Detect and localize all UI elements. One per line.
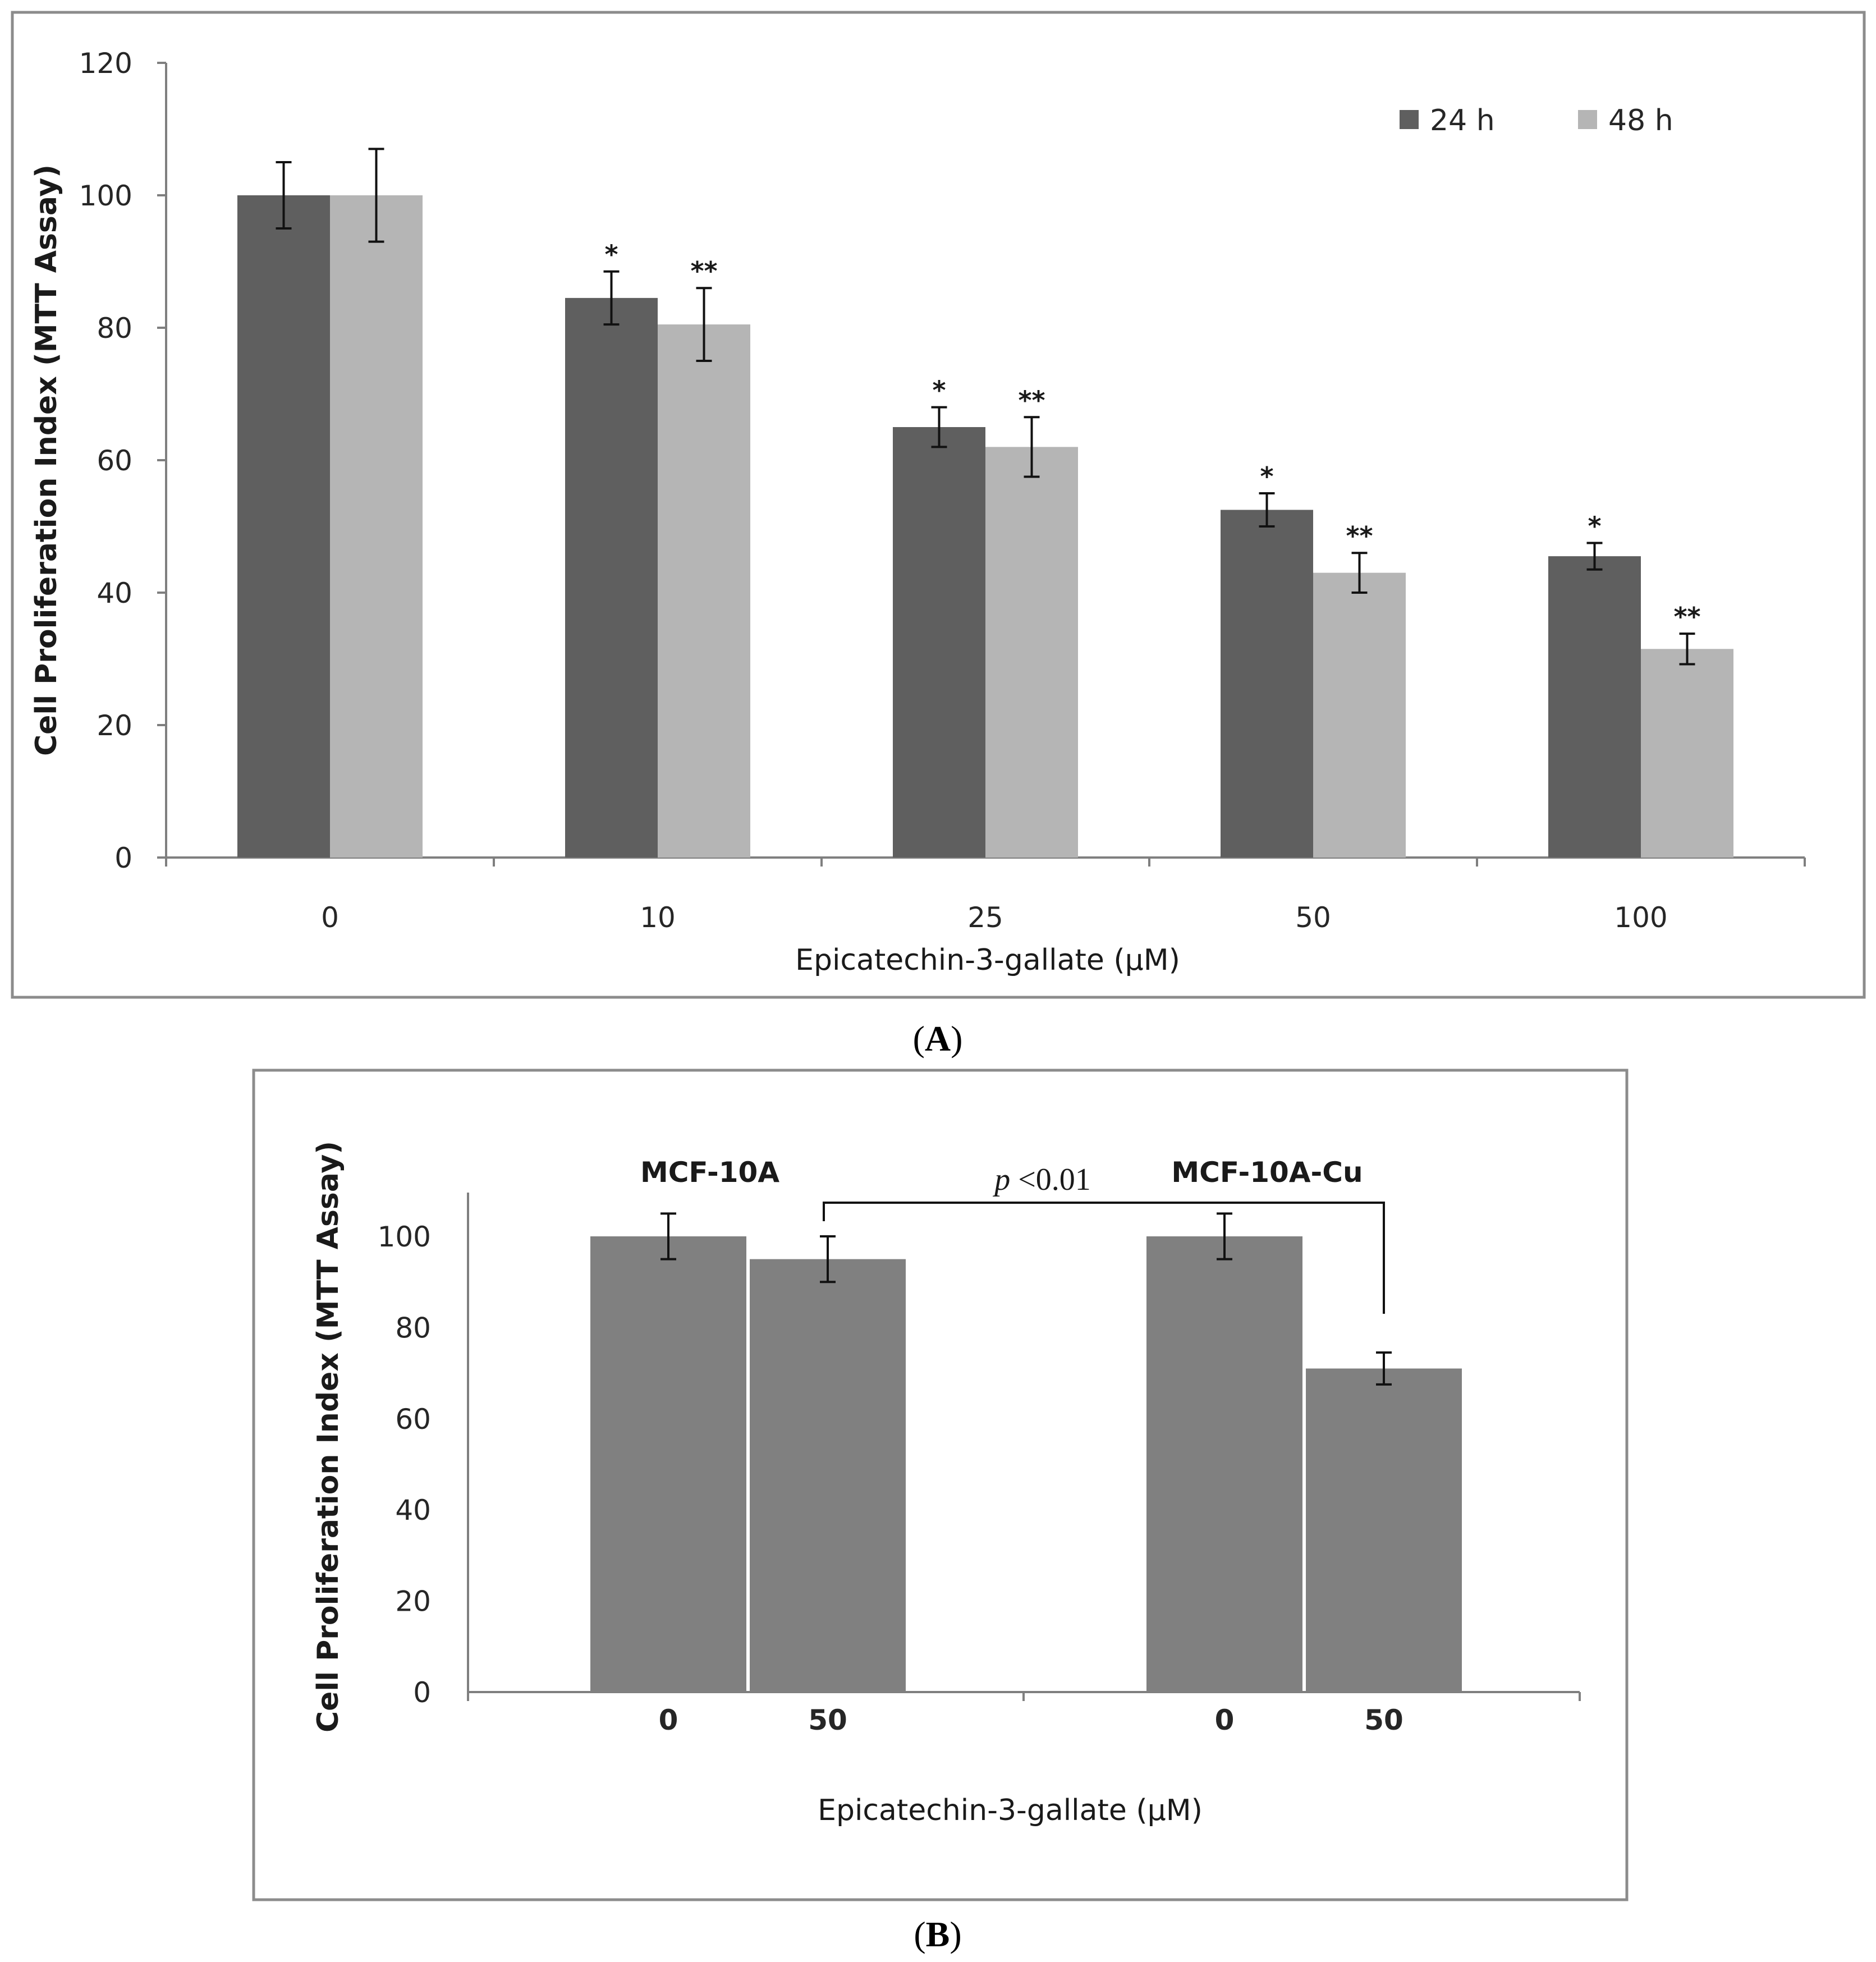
significance-mark: ** xyxy=(690,256,717,286)
bar-mcf-10a-cu-50 xyxy=(1306,1368,1462,1692)
group-label-mcf10a: MCF-10A xyxy=(640,1156,779,1189)
x-tick-label: 0 xyxy=(659,1704,678,1736)
legend-label-24h: 24 h xyxy=(1430,104,1495,137)
x-tick-label: 50 xyxy=(1364,1704,1403,1736)
x-tick-label: 0 xyxy=(321,901,339,934)
panel-b: 0 20 40 60 80 100 0 50 0 50 MCF-10A MCF-10A-Cu p… xyxy=(252,1069,1629,1901)
significance-mark: * xyxy=(1588,511,1601,542)
significance-mark: * xyxy=(604,240,618,270)
x-tick-label: 50 xyxy=(1295,901,1331,934)
bar-mcf-10a-cu-0 xyxy=(1146,1236,1302,1692)
panel-a-y-ticks: 0 20 40 60 80 100 120 xyxy=(79,47,166,874)
panel-a-x-ticks: 0 10 25 50 100 xyxy=(165,858,1806,934)
bar-48h-0 xyxy=(330,195,423,858)
bar-48h-10 xyxy=(658,324,750,858)
panel-b-caption-letter: B xyxy=(926,1914,950,1954)
significance-mark: ** xyxy=(1673,602,1700,632)
bar-48h-50 xyxy=(1313,572,1406,858)
bar-24h-100 xyxy=(1548,556,1641,858)
bar-24h-50 xyxy=(1221,510,1313,858)
panel-a-legend: 24 h 48 h xyxy=(1400,104,1673,137)
group-label-mcf10a-cu: MCF-10A-Cu xyxy=(1171,1156,1363,1189)
bar-24h-25 xyxy=(893,427,985,858)
y-tick-label: 120 xyxy=(79,47,132,80)
y-tick-label: 20 xyxy=(97,709,132,742)
bar-48h-100 xyxy=(1641,649,1733,858)
legend-label-48h: 48 h xyxy=(1608,104,1673,137)
y-tick-label: 40 xyxy=(97,577,132,609)
bar-24h-10 xyxy=(565,297,658,858)
panel-a-error-bars xyxy=(276,148,1695,666)
y-tick-label: 40 xyxy=(395,1494,431,1526)
y-tick-label: 100 xyxy=(378,1221,431,1253)
panel-a-x-axis-title: Epicatechin-3-gallate (µM) xyxy=(795,943,1180,977)
panel-b-bars xyxy=(590,1236,1462,1692)
y-tick-label: 0 xyxy=(114,842,132,874)
x-tick-label: 100 xyxy=(1614,901,1667,934)
p-value-symbol: p xyxy=(992,1162,1010,1197)
bar-mcf-10a-50 xyxy=(750,1259,906,1692)
bar-24h-0 xyxy=(237,195,330,858)
x-tick-label: 25 xyxy=(967,901,1003,934)
panel-a-y-axis-title: Cell Proliferation Index (MTT Assay) xyxy=(30,164,63,756)
y-tick-label: 60 xyxy=(395,1403,431,1436)
bar-48h-25 xyxy=(985,447,1078,858)
y-tick-label: 80 xyxy=(97,312,132,345)
p-value-text: <0.01 xyxy=(1010,1162,1091,1197)
panel-a-significance-marks: ************ xyxy=(604,240,1700,632)
y-tick-label: 60 xyxy=(97,444,132,477)
x-tick-label: 50 xyxy=(808,1704,847,1736)
legend-swatch-48h xyxy=(1578,110,1597,129)
significance-mark: * xyxy=(1260,461,1273,492)
panel-a-caption-letter: A xyxy=(925,1019,951,1058)
y-tick-label: 80 xyxy=(395,1312,431,1344)
panel-b-error-bars xyxy=(661,1212,1392,1386)
bar-mcf-10a-0 xyxy=(590,1236,746,1692)
panel-b-y-ticks: 0 20 40 60 80 100 xyxy=(378,1221,431,1709)
panel-b-caption: (B) xyxy=(914,1914,961,1954)
panel-b-x-axis-title: Epicatechin-3-gallate (µM) xyxy=(818,1794,1203,1827)
panel-a-caption: (A) xyxy=(913,1019,963,1058)
y-tick-label: 0 xyxy=(413,1676,431,1709)
panel-b-y-axis-title: Cell Proliferation Index (MTT Assay) xyxy=(311,1141,345,1732)
legend-swatch-24h xyxy=(1400,110,1419,129)
panel-a-bars xyxy=(237,195,1733,858)
significance-mark: ** xyxy=(1346,521,1373,551)
x-tick-label: 10 xyxy=(640,901,676,934)
y-tick-label: 100 xyxy=(79,180,132,212)
significance-mark: ** xyxy=(1018,385,1045,415)
p-value-label: p <0.01 xyxy=(992,1162,1091,1197)
significance-mark: * xyxy=(932,375,946,406)
y-tick-label: 20 xyxy=(395,1585,431,1618)
panel-b-x-ticks: 0 50 0 50 xyxy=(467,1692,1581,1736)
x-tick-label: 0 xyxy=(1215,1704,1235,1736)
significance-bracket xyxy=(823,1202,1385,1314)
